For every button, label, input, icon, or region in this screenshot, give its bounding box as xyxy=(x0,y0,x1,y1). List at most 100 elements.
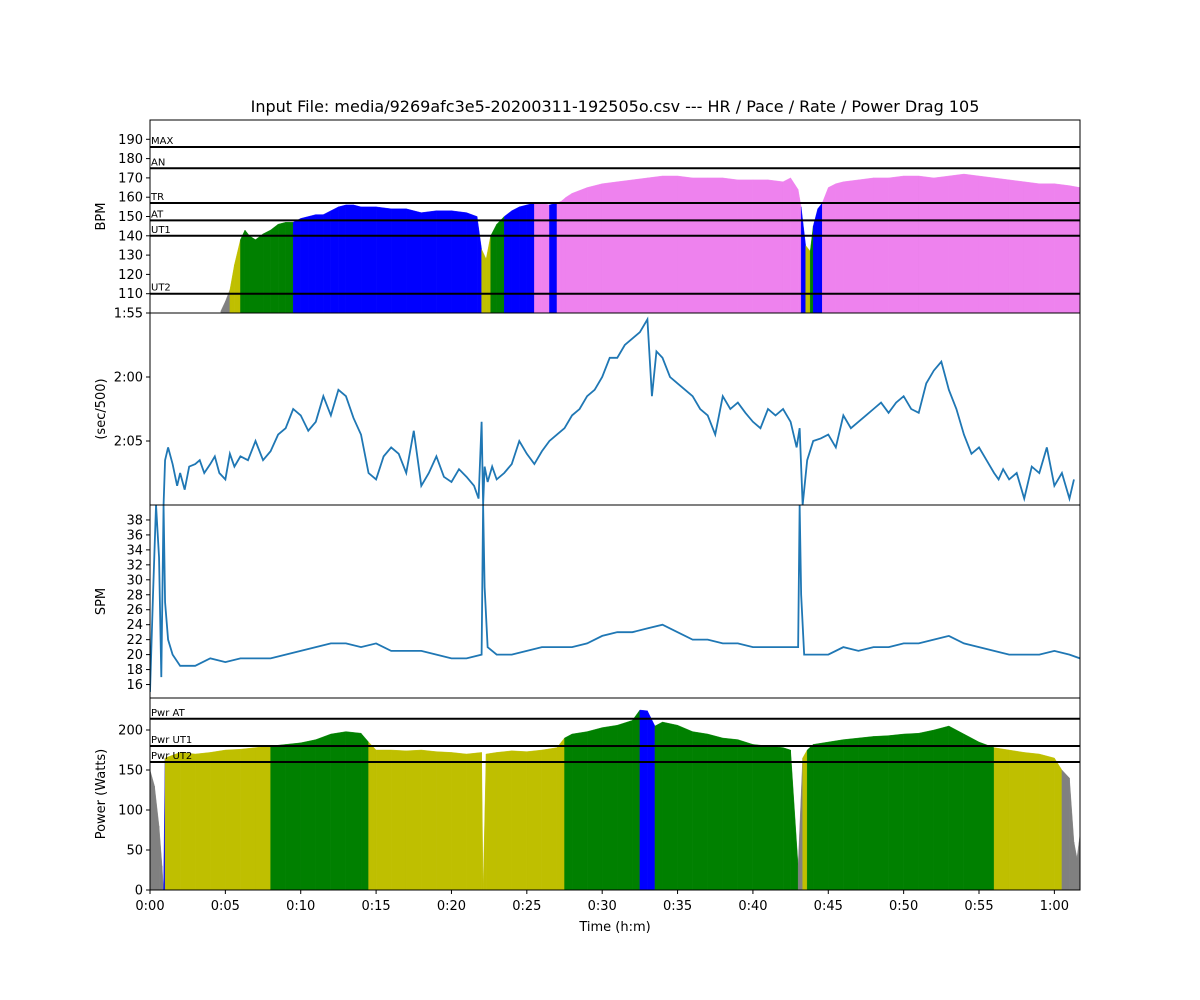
pace-y-axis-label: (sec/500) xyxy=(94,378,109,439)
y-tick-label: 34 xyxy=(126,543,143,558)
power-segment xyxy=(1073,841,1078,890)
power-segment xyxy=(722,737,739,890)
y-tick-label: 190 xyxy=(118,133,143,148)
y-tick-label: 16 xyxy=(126,678,143,693)
hr-segment xyxy=(504,210,512,313)
pace-panel: 1:55 2:00 2:05 (sec/500) xyxy=(94,307,1081,506)
power-frame xyxy=(149,697,1081,891)
spm-frame xyxy=(149,504,1081,699)
x-tick-label: 0:10 xyxy=(286,899,315,914)
power-segment xyxy=(195,752,211,890)
y-tick-label: 18 xyxy=(126,663,143,678)
power-segment xyxy=(270,744,286,890)
hr-segment xyxy=(485,235,491,313)
hr-segment xyxy=(963,173,980,313)
power-segment xyxy=(406,749,422,890)
power-segment xyxy=(571,731,588,890)
hr-segment xyxy=(315,214,324,313)
hr-segment xyxy=(496,216,505,313)
power-segment xyxy=(802,749,808,890)
y-tick-label: 180 xyxy=(118,152,143,167)
reference-label: MAX xyxy=(151,136,173,147)
power-segment xyxy=(707,733,723,890)
y-tick-label: 26 xyxy=(126,603,143,618)
power-segment xyxy=(496,750,512,890)
power-segment xyxy=(963,733,980,890)
y-tick-label: 0 xyxy=(135,884,143,899)
y-tick-label: 160 xyxy=(118,191,143,206)
hr-segment xyxy=(662,175,678,313)
power-segment xyxy=(1024,752,1040,890)
power-segment xyxy=(767,745,784,890)
power-segment xyxy=(255,745,271,890)
power-segment xyxy=(601,724,618,890)
power-segment xyxy=(677,724,693,890)
pace-frame xyxy=(149,312,1081,506)
power-segment xyxy=(466,752,482,890)
hr-segment xyxy=(490,224,497,313)
power-segment xyxy=(150,769,155,890)
chart-panels: MAXANTRATUT1UT21101201301401501601701801… xyxy=(94,119,1081,935)
power-segment xyxy=(1039,753,1055,890)
power-segment xyxy=(482,753,487,890)
x-tick-label: 0:05 xyxy=(211,899,240,914)
hr-segment xyxy=(249,235,256,313)
power-segment xyxy=(1061,769,1070,890)
power-segment xyxy=(918,729,934,890)
power-segment xyxy=(511,750,528,890)
power-segment xyxy=(541,747,558,890)
power-segment xyxy=(993,747,1010,890)
hr-segment xyxy=(813,208,818,313)
reference-label: AT xyxy=(151,209,164,220)
hr-segment xyxy=(888,175,904,313)
hr-segment xyxy=(476,216,482,313)
power-segment xyxy=(1008,749,1025,890)
power-segment xyxy=(330,731,347,890)
power-segment xyxy=(163,757,166,890)
power-segment xyxy=(158,825,163,890)
x-tick-label: 0:40 xyxy=(738,899,767,914)
x-axis-label: Time (h:m) xyxy=(578,920,650,935)
y-tick-label: 22 xyxy=(126,633,143,648)
power-segment xyxy=(903,732,919,890)
spm-plot-area xyxy=(150,505,1080,693)
hr-segment xyxy=(1069,185,1080,313)
y-tick-label: 30 xyxy=(126,573,143,588)
power-segment xyxy=(632,709,641,890)
hr-panel: MAX AN TR AT UT1 UT2 110 120 130 140 150 160 170 180 1… xyxy=(94,119,1081,314)
y-tick-label: 120 xyxy=(118,268,143,283)
hr-segment xyxy=(390,208,407,313)
power-segment xyxy=(873,735,889,890)
power-segment xyxy=(797,757,803,890)
y-tick-label: 36 xyxy=(126,528,143,543)
y-tick-label: 110 xyxy=(118,287,143,302)
hr-segment xyxy=(511,206,520,313)
hr-segment xyxy=(308,214,317,313)
power-segment xyxy=(948,725,965,890)
hr-segment xyxy=(647,175,663,313)
hr-segment xyxy=(421,210,437,313)
power-segment xyxy=(1076,833,1080,890)
hr-y-axis-label: BPM xyxy=(94,203,109,231)
y-tick-label: 170 xyxy=(118,171,143,186)
power-segment xyxy=(662,721,678,890)
y-tick-label: 130 xyxy=(118,249,143,264)
power-segment xyxy=(421,749,437,890)
power-segment xyxy=(639,709,648,890)
x-tick-label: 1:00 xyxy=(1040,899,1069,914)
hr-segment xyxy=(300,216,309,313)
reference-label: UT1 xyxy=(151,225,171,236)
y-tick-label: 2:00 xyxy=(114,371,143,386)
y-tick-label: 140 xyxy=(118,229,143,244)
hr-segment xyxy=(677,175,693,313)
power-segment xyxy=(526,749,543,890)
power-segment xyxy=(375,749,392,890)
hr-segment xyxy=(360,206,377,313)
y-tick-label: 38 xyxy=(126,513,143,528)
power-segment xyxy=(790,749,799,890)
reference-label: Pwr UT2 xyxy=(151,751,192,762)
power-segment xyxy=(647,710,656,890)
power-segment xyxy=(752,744,769,890)
hr-segment xyxy=(565,192,573,313)
